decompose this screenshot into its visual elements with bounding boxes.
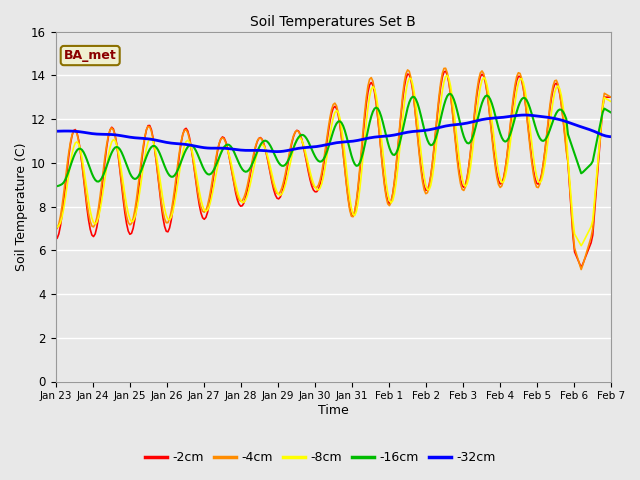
-16cm <box>488 101 496 107</box>
-2cm <box>488 132 496 137</box>
-32cm <box>521 112 529 118</box>
-16cm <box>607 109 615 115</box>
-16cm <box>358 156 365 162</box>
-4cm <box>223 146 231 152</box>
-32cm <box>495 115 502 120</box>
-32cm <box>273 149 281 155</box>
-4cm <box>607 94 615 100</box>
-16cm <box>63 173 71 179</box>
-2cm <box>63 168 71 173</box>
-8cm <box>223 147 231 153</box>
Line: -4cm: -4cm <box>56 68 611 270</box>
Line: -32cm: -32cm <box>56 115 611 152</box>
Line: -8cm: -8cm <box>56 75 611 246</box>
Y-axis label: Soil Temperature (C): Soil Temperature (C) <box>15 142 28 271</box>
Line: -2cm: -2cm <box>56 71 611 267</box>
-2cm <box>52 237 60 242</box>
-4cm <box>477 70 484 76</box>
-32cm <box>488 115 496 121</box>
-8cm <box>358 172 365 178</box>
-32cm <box>477 117 484 123</box>
-8cm <box>488 117 496 122</box>
-32cm <box>52 128 60 134</box>
-4cm <box>577 267 585 273</box>
-16cm <box>495 125 502 131</box>
-8cm <box>444 72 451 78</box>
-8cm <box>477 84 484 90</box>
-2cm <box>607 94 615 100</box>
-32cm <box>63 128 71 134</box>
-4cm <box>63 163 71 168</box>
X-axis label: Time: Time <box>318 404 349 417</box>
-2cm <box>442 68 449 74</box>
-2cm <box>577 264 585 270</box>
-2cm <box>223 145 231 151</box>
-8cm <box>495 169 502 175</box>
-32cm <box>223 145 231 151</box>
-16cm <box>223 142 231 147</box>
-2cm <box>495 178 502 184</box>
-8cm <box>607 99 615 105</box>
-16cm <box>477 106 484 111</box>
Title: Soil Temperatures Set B: Soil Temperatures Set B <box>250 15 416 29</box>
-2cm <box>358 152 365 157</box>
-4cm <box>358 147 365 153</box>
-32cm <box>607 134 615 140</box>
-8cm <box>63 183 71 189</box>
-2cm <box>477 74 484 80</box>
-4cm <box>495 182 502 188</box>
-4cm <box>52 227 60 233</box>
Line: -16cm: -16cm <box>56 94 611 186</box>
-16cm <box>447 91 454 97</box>
-4cm <box>488 134 496 140</box>
-8cm <box>577 243 585 249</box>
-4cm <box>442 65 449 71</box>
Legend: -2cm, -4cm, -8cm, -16cm, -32cm: -2cm, -4cm, -8cm, -16cm, -32cm <box>140 446 500 469</box>
-8cm <box>52 225 60 230</box>
Text: BA_met: BA_met <box>64 49 116 62</box>
-32cm <box>359 136 367 142</box>
-16cm <box>52 183 60 189</box>
